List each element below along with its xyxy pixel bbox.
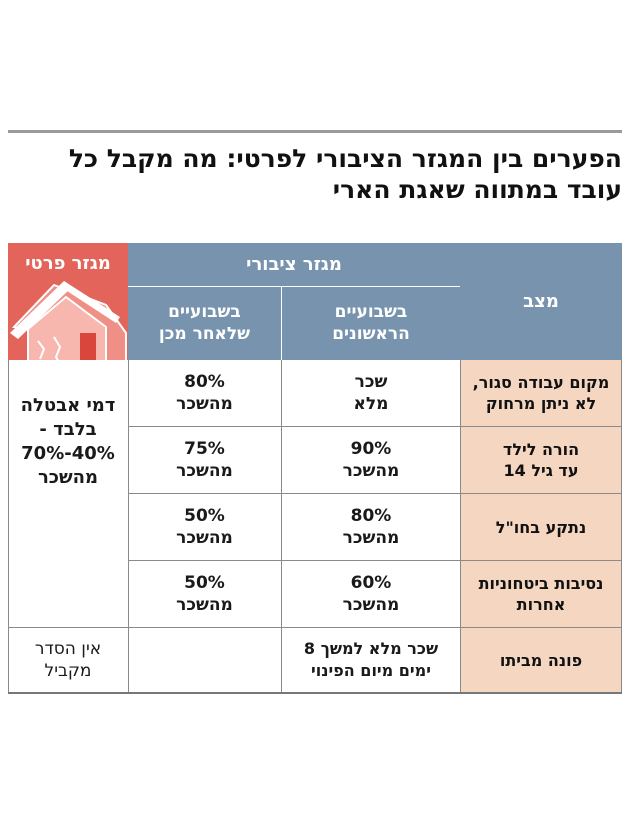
grid-line xyxy=(8,692,622,694)
grid-line xyxy=(128,560,622,561)
header-state: מצב xyxy=(460,243,622,360)
row-1-state: מקום עבודה סגור, לא ניתן מרחוק xyxy=(460,360,622,426)
row-4-state: נסיבות ביטחוניות אחרות xyxy=(460,561,622,627)
header-public-sector: מגזר ציבורי xyxy=(128,243,460,286)
header-state-label: מצב xyxy=(523,291,559,312)
row-3-later-text: 50% מהשכר xyxy=(176,506,233,548)
row-5-later-weeks xyxy=(128,628,281,692)
row-2-state-text: הורה לילד עד גיל 14 xyxy=(502,440,580,480)
row-1-state-text: מקום עבודה סגור, לא ניתן מרחוק xyxy=(472,373,610,413)
top-rule xyxy=(8,130,622,133)
row-2-first-text: 90% מהשכר xyxy=(342,439,400,481)
row-2-first-weeks: 90% מהשכר xyxy=(282,427,460,493)
grid-line xyxy=(128,286,460,287)
grid-line xyxy=(621,360,622,692)
row-4-later-weeks: 50% מהשכר xyxy=(128,561,281,627)
private-sector-merged-cell: דמי אבטלה בלבד - 40%-70% מהשכר xyxy=(8,360,128,627)
row-2-later-text: 75% מהשכר xyxy=(176,439,233,481)
private-sector-merged-text: דמי אבטלה בלבד - 40%-70% מהשכר xyxy=(20,395,116,488)
row-3-state: נתקע בחו"ל xyxy=(460,494,622,560)
row-1-later-text: 80% מהשכר xyxy=(176,372,233,414)
row-3-later-weeks: 50% מהשכר xyxy=(128,494,281,560)
header-private-sector-label: מגזר פרטי xyxy=(25,253,111,274)
row-4-first-weeks: 60% מהשכר xyxy=(282,561,460,627)
row-5-private: אין הסדר מקביל xyxy=(8,628,128,692)
grid-line xyxy=(8,627,622,628)
header-first-weeks-label: בשבועיים הראשונים xyxy=(332,302,410,344)
row-4-later-text: 50% מהשכר xyxy=(176,573,233,615)
grid-line xyxy=(128,426,622,427)
grid-line xyxy=(460,360,461,692)
row-3-state-text: נתקע בחו"ל xyxy=(495,517,587,537)
row-3-first-weeks: 80% מהשכר xyxy=(282,494,460,560)
row-3-first-text: 80% מהשכר xyxy=(342,506,400,548)
row-5-first-text: שכר מלא למשך 8 ימים מיום הפינוי xyxy=(303,639,439,680)
row-5-state: פונה מביתו xyxy=(460,628,622,692)
row-2-later-weeks: 75% מהשכר xyxy=(128,427,281,493)
row-5-private-text: אין הסדר מקביל xyxy=(34,639,102,681)
header-later-weeks-label: בשבועיים שלאחר מכן xyxy=(158,302,251,344)
grid-line xyxy=(281,360,282,692)
row-1-later-weeks: 80% מהשכר xyxy=(128,360,281,426)
row-5-first-weeks: שכר מלא למשך 8 ימים מיום הפינוי xyxy=(282,628,460,692)
grid-line xyxy=(8,360,9,692)
title-line-2: עובד במתווה שאגת הארי xyxy=(332,175,622,204)
row-4-state-text: נסיבות ביטחוניות אחרות xyxy=(478,574,604,614)
grid-line xyxy=(128,493,622,494)
house-icon xyxy=(10,281,127,360)
row-1-first-text: שכר מלא xyxy=(353,372,389,414)
row-2-state: הורה לילד עד גיל 14 xyxy=(460,427,622,493)
row-1-first-weeks: שכר מלא xyxy=(282,360,460,426)
header-public-sector-label: מגזר ציבורי xyxy=(246,254,342,275)
header-later-weeks: בשבועיים שלאחר מכן xyxy=(128,286,281,360)
row-5-state-text: פונה מביתו xyxy=(499,650,583,670)
header-first-weeks: בשבועיים הראשונים xyxy=(282,286,460,360)
header-private-sector: מגזר פרטי xyxy=(8,243,128,360)
grid-line xyxy=(128,360,129,692)
title-line-1: הפערים בין המגזר הציבורי לפרטי: מה מקבל … xyxy=(68,144,622,173)
page-title: הפערים בין המגזר הציבורי לפרטי: מה מקבל … xyxy=(12,143,622,205)
row-4-first-text: 60% מהשכר xyxy=(342,573,400,615)
